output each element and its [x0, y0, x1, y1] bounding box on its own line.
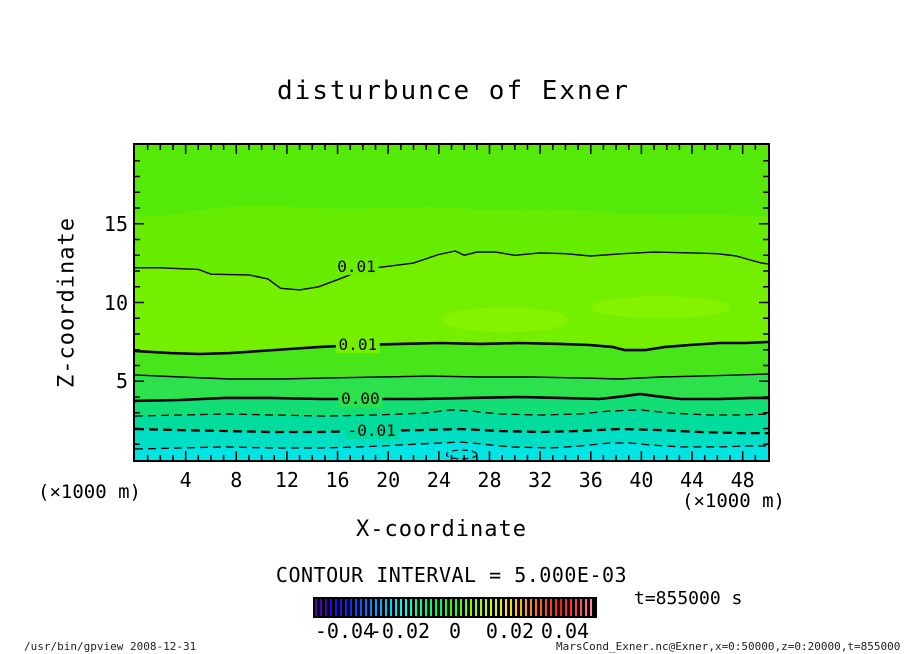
- x-tick-label: 44: [679, 468, 705, 492]
- x-axis-unit-label: (×1000 m): [682, 490, 785, 512]
- contour-line-E: [134, 409, 769, 417]
- bright-patch: [590, 296, 731, 319]
- colorbar: [313, 597, 597, 618]
- colorbar-tick-label: 0.02: [485, 619, 535, 643]
- contour-line-B: [134, 340, 769, 356]
- colorbar-tick-label: -0.02: [369, 619, 431, 643]
- y-axis-label: Z-coordinate: [54, 217, 80, 388]
- contour-label-halo: [344, 422, 399, 440]
- x-tick-label: 8: [230, 468, 243, 492]
- small-contour: [445, 449, 478, 460]
- contour-line-C: [134, 373, 769, 380]
- contour-line-A: [135, 250, 769, 291]
- time-stamp-label: t=855000 s: [634, 588, 743, 609]
- footer-file-info: MarsCond_Exner.nc@Exner,x=0:50000,z=0:20…: [556, 640, 901, 653]
- x-tick-label: 32: [528, 468, 553, 492]
- x-tick-label: 24: [426, 468, 451, 492]
- contour-label-halo: [334, 257, 379, 275]
- colorbar-tick-label: 0.04: [540, 619, 590, 643]
- bright-patch: [441, 307, 568, 333]
- x-axis-label: X-coordinate: [356, 517, 527, 542]
- x-tick-label: 48: [730, 468, 755, 492]
- contour-line-F: [134, 427, 768, 435]
- contour-line-D: [134, 392, 768, 403]
- x-tick-label: 36: [578, 468, 603, 492]
- colorbar-stripes: [315, 599, 595, 616]
- y-tick-label: 5: [115, 369, 128, 394]
- contour-label: -0.01: [348, 421, 396, 440]
- x-tick-label: 4: [179, 468, 192, 492]
- contour-plot-area: 0.01 0.01 0.00 -0.01: [133, 143, 770, 462]
- contour-label: 0.01: [337, 257, 376, 276]
- x-tick-label: 28: [477, 468, 502, 492]
- x-tick-label: 20: [376, 468, 401, 492]
- contour-label-halo: [335, 336, 380, 354]
- y-tick-label: 15: [103, 211, 128, 236]
- contour-label-halo: [338, 390, 383, 408]
- contour-label: 0.01: [339, 335, 378, 354]
- x-tick-label: 16: [325, 468, 350, 492]
- x-tick-label: 12: [274, 468, 299, 492]
- colorbar-tick-label: 0: [448, 619, 462, 643]
- contour-interval-text: CONTOUR INTERVAL = 5.000E-03: [275, 563, 628, 587]
- fill-band: [135, 442, 768, 460]
- y-tick-label: 10: [103, 290, 128, 315]
- colorbar-tick-label: -0.04: [314, 619, 376, 643]
- y-axis-unit-label: (×1000 m): [38, 481, 141, 503]
- x-tick-label: 40: [629, 468, 654, 492]
- page-title: disturbunce of Exner: [276, 76, 631, 106]
- contour-label: 0.00: [341, 389, 380, 408]
- contour-line-G: [134, 441, 768, 450]
- filled-contour-canvas: 0.01 0.01 0.00 -0.01: [134, 145, 769, 460]
- footer-command-line: /usr/bin/gpview 2008-12-31: [24, 640, 197, 653]
